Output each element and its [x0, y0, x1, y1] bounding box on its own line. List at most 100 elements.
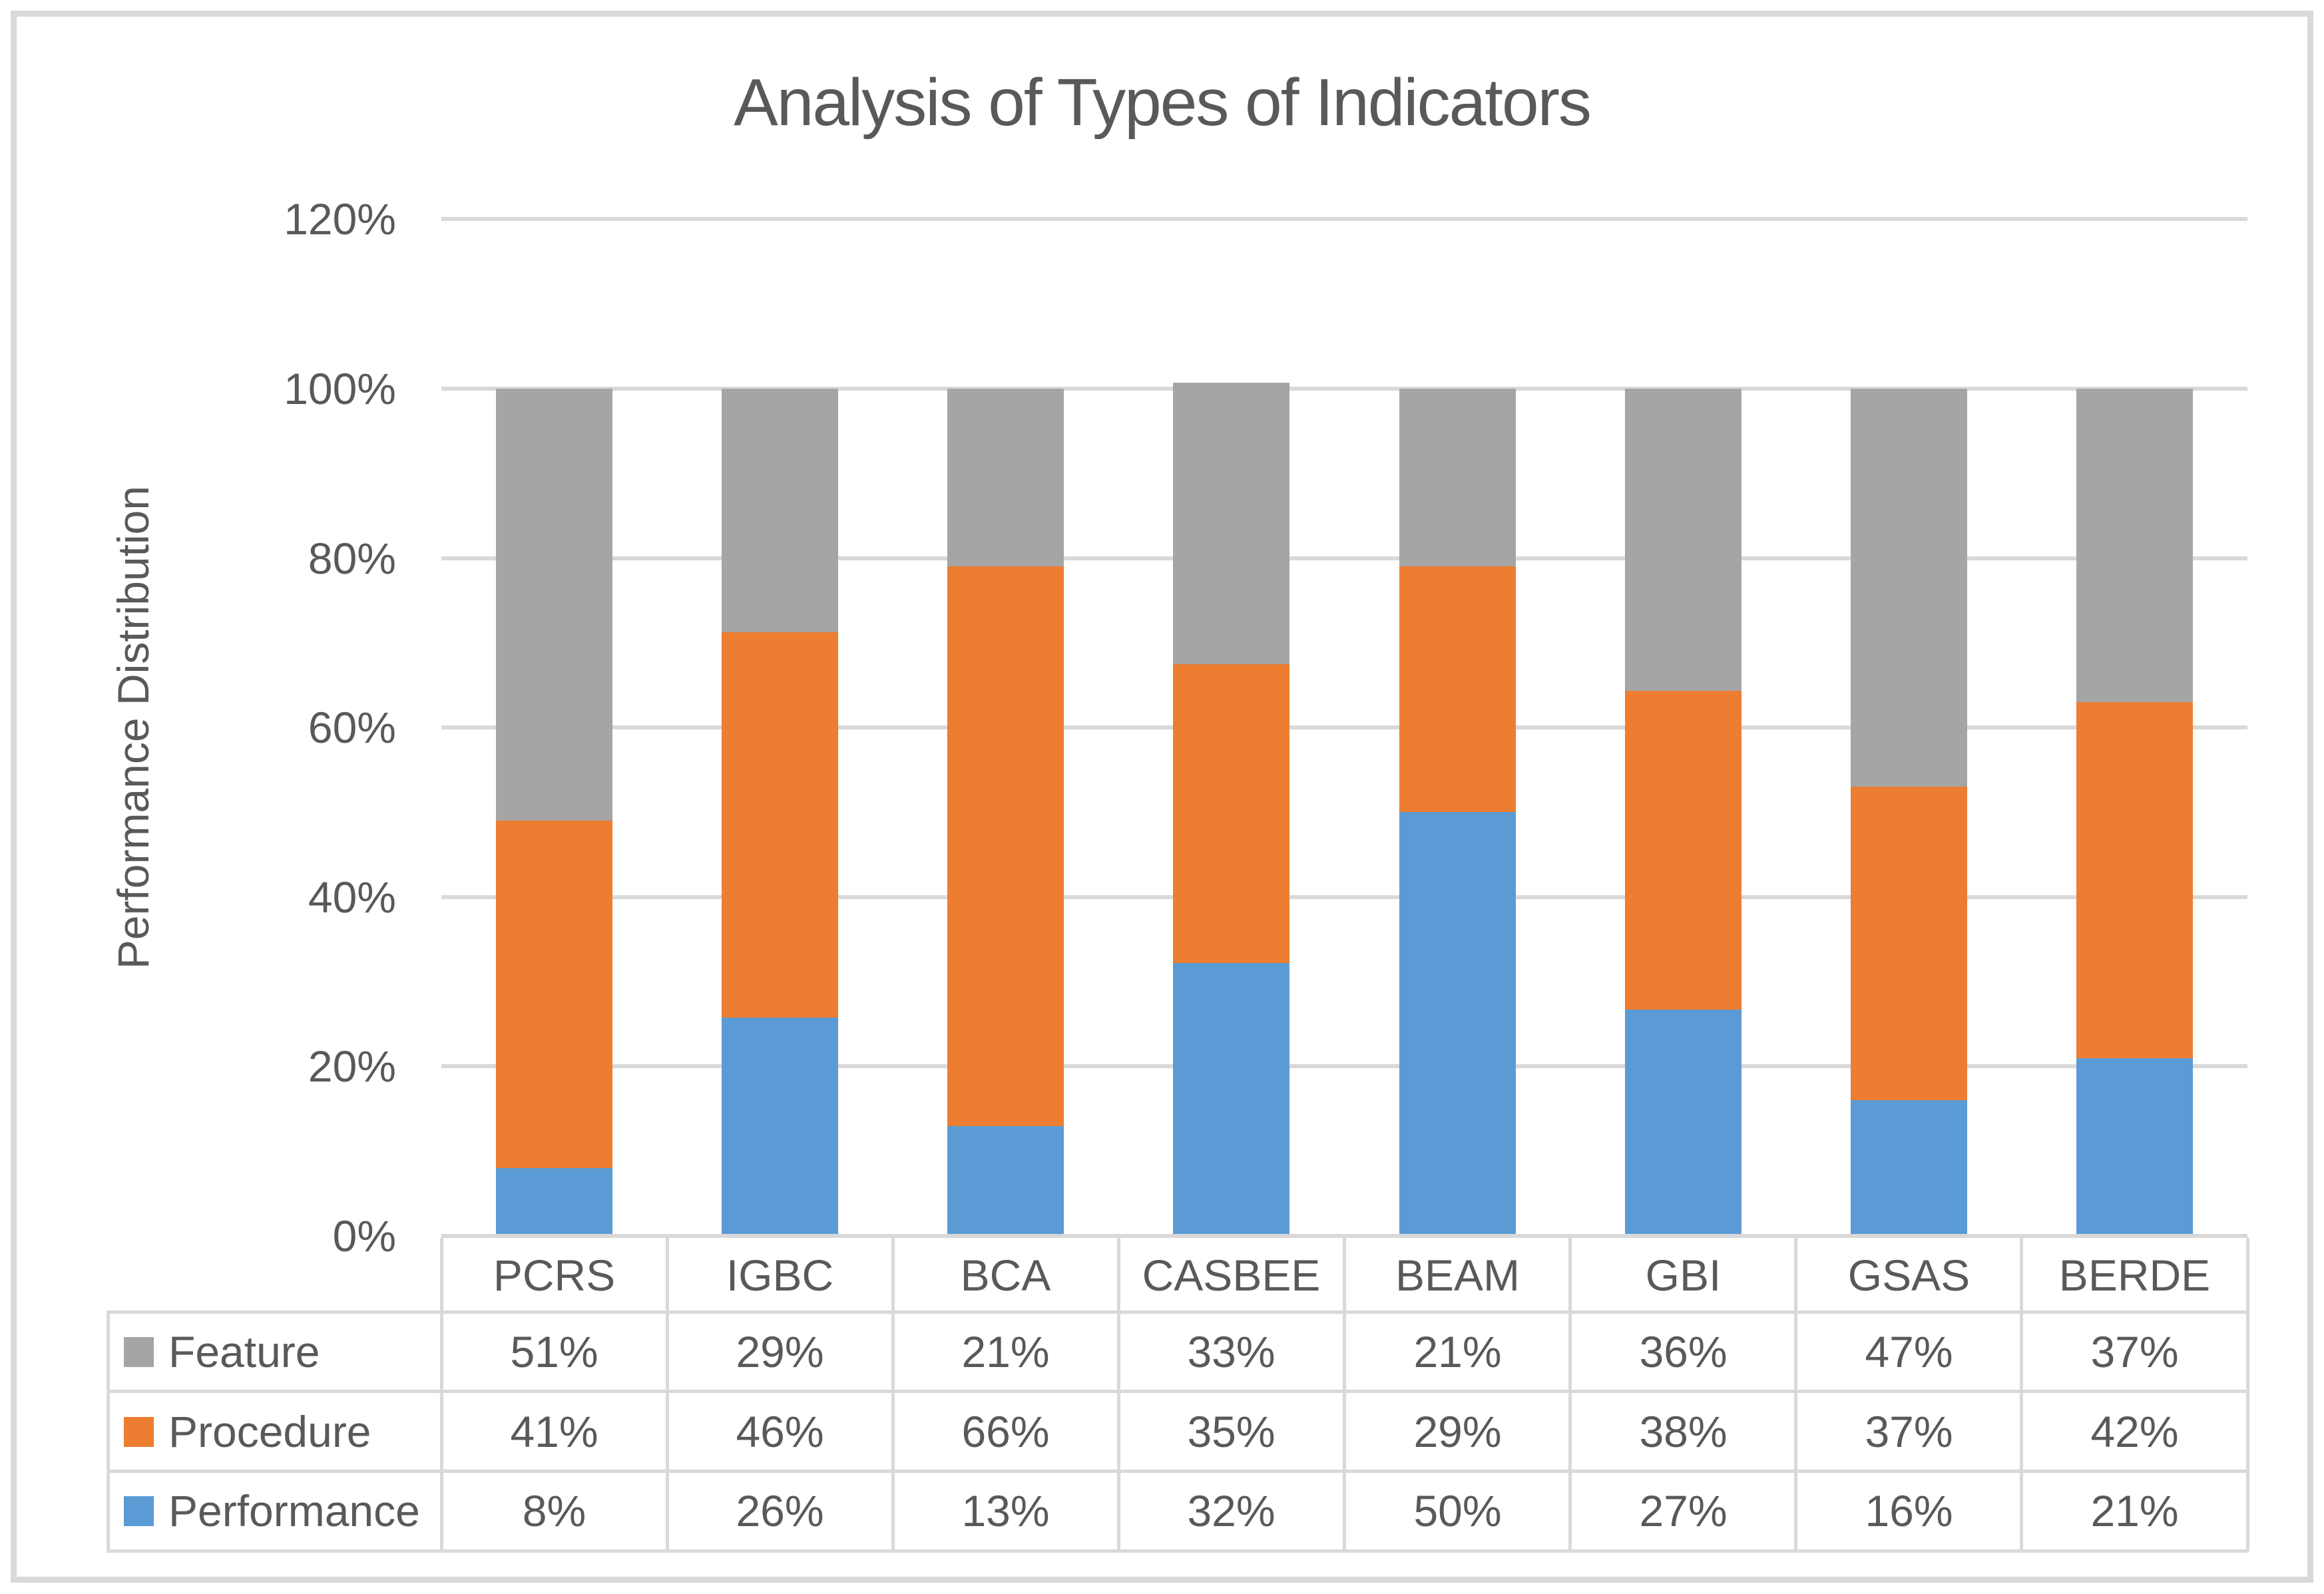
x-axis-category-label-pcrs: PCRS [493, 1250, 616, 1300]
bar-segment-performance-bca [947, 1125, 1064, 1234]
table-cell-procedure-gsas: 37% [1865, 1407, 1953, 1456]
table-column-border [1343, 1312, 1346, 1551]
gridline-100 [441, 387, 2247, 391]
gridline-80 [441, 556, 2247, 560]
table-row-label-feature: Feature [108, 1312, 441, 1392]
gridline-20 [441, 1064, 2247, 1068]
table-column-border [1568, 1312, 1572, 1551]
table-cell-feature-igbc: 29% [736, 1327, 824, 1376]
table-column-border [2020, 1312, 2023, 1551]
x-axis-category-label-berde: BERDE [2058, 1250, 2211, 1300]
table-column-border [1117, 1312, 1120, 1551]
bar-segment-performance-beam [1399, 812, 1516, 1234]
series-name-label: Performance [168, 1486, 420, 1535]
table-cell-procedure-bca: 66% [961, 1407, 1050, 1456]
category-divider [2020, 1238, 2023, 1312]
gridline-60 [441, 725, 2247, 729]
table-cell-feature-berde: 37% [2090, 1327, 2179, 1376]
bar-segment-feature-bca [947, 389, 1064, 567]
table-row-label-performance: Performance [108, 1471, 441, 1551]
table-cell-performance-casbee: 32% [1187, 1486, 1276, 1535]
gridline-40 [441, 895, 2247, 899]
bar-segment-performance-pcrs [496, 1168, 612, 1234]
bar-segment-feature-igbc [722, 389, 838, 632]
bar-segment-procedure-gsas [1851, 787, 1967, 1101]
bar-segment-performance-gsas [1851, 1100, 1967, 1234]
table-row-border [107, 1390, 2249, 1393]
bar-segment-performance-berde [2076, 1058, 2193, 1234]
table-cell-procedure-casbee: 35% [1187, 1407, 1276, 1456]
y-tick-label-0: 0% [332, 1211, 396, 1261]
x-axis-category-label-gbi: GBI [1645, 1250, 1722, 1300]
table-cell-performance-igbc: 26% [736, 1486, 824, 1535]
table-cell-procedure-berde: 42% [2090, 1407, 2179, 1456]
table-cell-feature-beam: 21% [1413, 1327, 1502, 1376]
table-cell-performance-gsas: 16% [1865, 1486, 1953, 1535]
bar-segment-procedure-casbee [1173, 664, 1289, 963]
bar-segment-feature-pcrs [496, 389, 612, 821]
gridline-0 [441, 1234, 2247, 1238]
table-column-border [2246, 1312, 2249, 1551]
table-cell-procedure-gbi: 38% [1639, 1407, 1728, 1456]
table-cell-performance-berde: 21% [2090, 1486, 2179, 1535]
category-divider [1794, 1238, 1797, 1312]
bar-segment-feature-gbi [1625, 389, 1742, 691]
table-row-border [107, 1470, 2249, 1473]
category-divider [1343, 1238, 1346, 1312]
chart-outer-border [11, 11, 2313, 1583]
table-cell-feature-pcrs: 51% [510, 1327, 598, 1376]
table-column-border [440, 1312, 443, 1551]
table-cell-procedure-igbc: 46% [736, 1407, 824, 1456]
table-cell-feature-gsas: 47% [1865, 1327, 1953, 1376]
bar-BEAM [1399, 389, 1516, 1234]
bar-segment-procedure-berde [2076, 702, 2193, 1058]
category-divider [891, 1238, 895, 1312]
table-column-border [1794, 1312, 1797, 1551]
table-row-label-procedure: Procedure [108, 1392, 441, 1472]
table-cell-feature-gbi: 36% [1639, 1327, 1728, 1376]
y-tick-label-20: 20% [308, 1042, 396, 1091]
category-divider [2246, 1238, 2249, 1312]
y-tick-label-80: 80% [308, 534, 396, 583]
x-axis-category-label-beam: BEAM [1395, 1250, 1520, 1300]
bar-GBI [1625, 389, 1742, 1234]
bar-segment-performance-casbee [1173, 962, 1289, 1234]
category-divider [1568, 1238, 1572, 1312]
bar-segment-procedure-gbi [1625, 690, 1742, 1010]
table-left-border [107, 1312, 110, 1551]
x-axis-category-label-casbee: CASBEE [1142, 1250, 1321, 1300]
x-axis-category-label-igbc: IGBC [726, 1250, 834, 1300]
bar-IGBC [722, 389, 838, 1234]
legend-swatch-procedure [124, 1416, 154, 1447]
table-cell-performance-beam: 50% [1413, 1486, 1502, 1535]
legend-swatch-performance [124, 1495, 154, 1526]
series-name-label: Procedure [168, 1407, 371, 1456]
category-divider [440, 1238, 443, 1312]
x-axis-category-label-gsas: GSAS [1847, 1250, 1971, 1300]
bar-PCRS [496, 389, 612, 1234]
table-cell-procedure-beam: 29% [1413, 1407, 1502, 1456]
bar-segment-feature-gsas [1851, 389, 1967, 787]
bar-segment-procedure-igbc [722, 632, 838, 1018]
chart-title: Analysis of Types of Indicators [734, 65, 1592, 140]
table-cell-feature-casbee: 33% [1187, 1327, 1276, 1376]
bar-segment-feature-berde [2076, 389, 2193, 702]
category-divider [1117, 1238, 1120, 1312]
bar-segment-procedure-pcrs [496, 821, 612, 1169]
table-row-border [107, 1310, 2249, 1314]
bar-segment-performance-igbc [722, 1018, 838, 1234]
category-divider [666, 1238, 669, 1312]
table-column-border [891, 1312, 895, 1551]
table-cell-performance-gbi: 27% [1639, 1486, 1728, 1535]
y-tick-label-60: 60% [308, 703, 396, 752]
table-cell-procedure-pcrs: 41% [510, 1407, 598, 1456]
y-tick-label-40: 40% [308, 873, 396, 922]
series-name-label: Feature [168, 1327, 320, 1376]
bar-GSAS [1851, 389, 1967, 1234]
table-cell-feature-bca: 21% [961, 1327, 1050, 1376]
legend-swatch-feature [124, 1336, 154, 1367]
y-tick-label-120: 120% [284, 194, 396, 244]
bar-CASBEE [1173, 383, 1289, 1234]
table-column-border [666, 1312, 669, 1551]
